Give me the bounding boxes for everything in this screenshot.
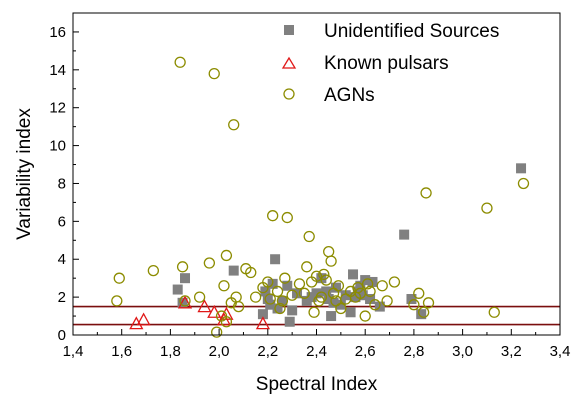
x-tick-label: 2,0 xyxy=(209,343,230,360)
legend: Unidentified Sources Known pulsars AGNs xyxy=(283,21,499,106)
agn-point xyxy=(209,69,219,79)
legend-item-pulsars: Known pulsars xyxy=(283,53,449,74)
agn-point xyxy=(175,57,185,67)
y-tick-label: 4 xyxy=(58,251,66,268)
agn-point xyxy=(382,296,392,306)
x-tick-label: 2,6 xyxy=(355,343,376,360)
y-tick-label: 16 xyxy=(49,24,66,41)
legend-label-agns: AGNs xyxy=(324,85,375,106)
x-tick-label: 3,2 xyxy=(501,343,522,360)
unidentified-source-point xyxy=(516,163,526,173)
x-tick-label: 2,4 xyxy=(306,343,327,360)
unidentified-source-point xyxy=(229,266,239,276)
agn-point xyxy=(148,266,158,276)
agn-point xyxy=(304,232,314,242)
y-tick-label: 0 xyxy=(58,327,66,344)
agn-point xyxy=(178,262,188,272)
agn-point xyxy=(112,296,122,306)
unidentified-source-point xyxy=(287,305,297,315)
legend-marker-square xyxy=(284,25,294,35)
agn-point xyxy=(482,203,492,213)
unidentified-source-point xyxy=(270,254,280,264)
y-tick-label: 10 xyxy=(49,138,66,155)
agn-point xyxy=(212,327,222,337)
agn-point xyxy=(294,279,304,289)
y-tick-label: 6 xyxy=(58,213,66,230)
unidentified-source-point xyxy=(346,307,356,317)
agn-point xyxy=(114,273,124,283)
x-tick-label: 1,6 xyxy=(111,343,132,360)
agn-point xyxy=(204,258,214,268)
agn-point xyxy=(414,288,424,298)
x-axis-label: Spectral Index xyxy=(256,374,378,394)
agn-point xyxy=(229,120,239,130)
x-tick-label: 1,4 xyxy=(63,343,84,360)
unidentified-source-point xyxy=(180,273,190,283)
agn-point xyxy=(302,262,312,272)
unidentified-source-point xyxy=(348,269,358,279)
unidentified-source-point xyxy=(173,285,183,295)
agn-point xyxy=(221,250,231,260)
agn-point xyxy=(309,307,319,317)
agn-point xyxy=(282,213,292,223)
agn-point xyxy=(326,256,336,266)
agn-point xyxy=(489,307,499,317)
legend-item-agns: AGNs xyxy=(284,85,375,106)
x-tick-label: 2,8 xyxy=(403,343,424,360)
legend-item-unidentified: Unidentified Sources xyxy=(284,21,499,42)
agn-point xyxy=(518,178,528,188)
x-tick-label: 1,8 xyxy=(160,343,181,360)
agn-point xyxy=(389,277,399,287)
x-tick-label: 2,2 xyxy=(257,343,278,360)
reference-lines xyxy=(73,307,560,325)
legend-label-unidentified: Unidentified Sources xyxy=(324,21,499,42)
y-tick-label: 14 xyxy=(49,62,66,79)
agn-point xyxy=(251,292,261,302)
unidentified-source-point xyxy=(399,230,409,240)
plot-frame xyxy=(73,13,560,335)
agn-point xyxy=(268,211,278,221)
agn-point xyxy=(377,281,387,291)
legend-label-pulsars: Known pulsars xyxy=(324,53,449,74)
agn-point xyxy=(324,247,334,257)
agn-point xyxy=(195,292,205,302)
y-tick-label: 2 xyxy=(58,289,66,306)
agn-point xyxy=(421,188,431,198)
x-tick-label: 3,4 xyxy=(550,343,571,360)
data-points xyxy=(112,57,529,337)
agn-point xyxy=(360,311,370,321)
unidentified-source-point xyxy=(285,317,295,327)
unidentified-source-point xyxy=(326,311,336,321)
agn-point xyxy=(219,281,229,291)
legend-marker-triangle xyxy=(283,58,295,68)
y-axis-label: Variability index xyxy=(14,108,35,240)
y-tick-label: 8 xyxy=(58,175,66,192)
pulsar-point xyxy=(257,318,269,329)
x-tick-label: 3,0 xyxy=(452,343,473,360)
legend-marker-circle xyxy=(284,89,294,99)
y-tick-label: 12 xyxy=(49,100,66,117)
